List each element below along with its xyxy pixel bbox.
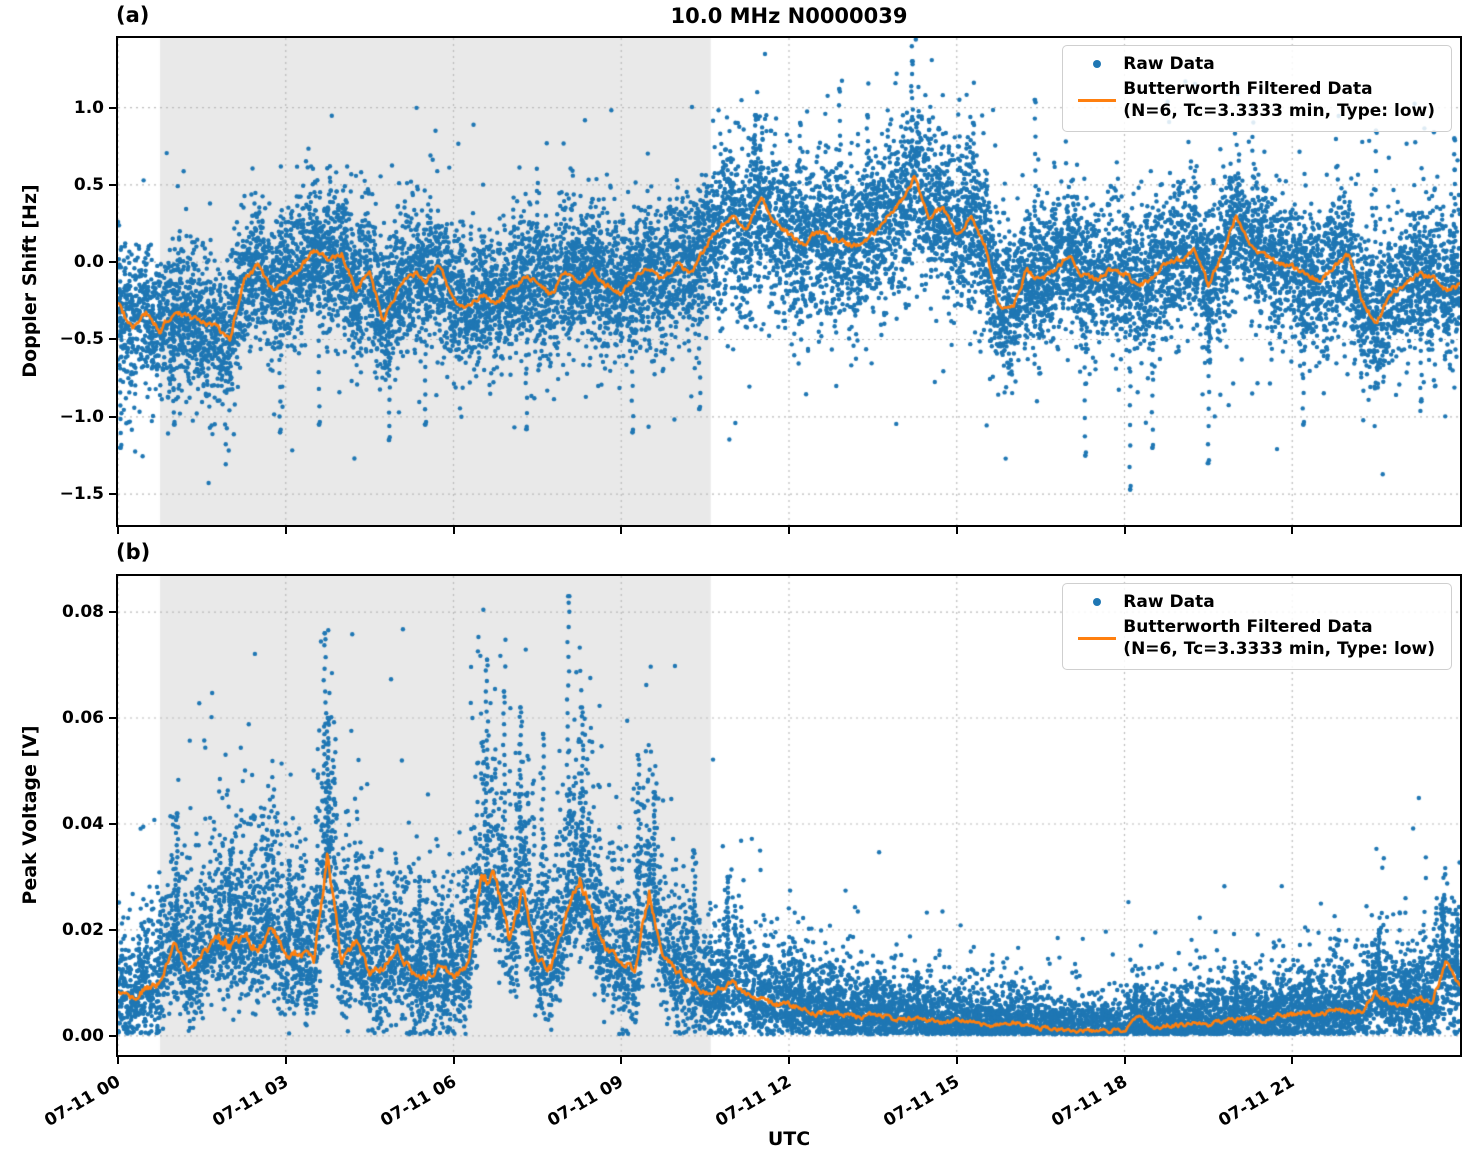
- x-tick-label: 07-11 06: [376, 1071, 460, 1131]
- legend-raw-marker-icon: [1093, 60, 1102, 68]
- x-tick-mark: [955, 525, 958, 534]
- legend-raw-marker-icon: [1093, 598, 1102, 606]
- y-tick-mark: [109, 261, 118, 264]
- x-tick-mark: [117, 1055, 119, 1064]
- y-tick-mark: [109, 1034, 118, 1037]
- y-tick-label: 0.04: [62, 813, 104, 834]
- x-tick-label: 07-11 18: [1047, 1071, 1131, 1131]
- y-tick-label: 0.0: [73, 252, 104, 273]
- y-tick-mark: [109, 493, 118, 496]
- panel-a-label: (a): [116, 3, 150, 27]
- y-axis-label-doppler: Doppler Shift [Hz]: [19, 184, 41, 378]
- x-tick-mark: [452, 525, 455, 534]
- x-tick-label: 07-11 15: [880, 1071, 963, 1131]
- y-tick-label: 0.08: [62, 602, 104, 623]
- x-tick-mark: [1123, 1055, 1126, 1064]
- y-tick-label: 0.5: [73, 174, 104, 195]
- y-tick-label: 0.00: [62, 1025, 104, 1046]
- x-tick-mark: [452, 1055, 455, 1064]
- legend-filtered-label: Butterworth Filtered Data (N=6, Tc=3.333…: [1123, 617, 1435, 659]
- figure-title: 10.0 MHz N0000039: [670, 4, 908, 28]
- legend-filtered-marker-icon: [1078, 636, 1117, 640]
- x-tick-mark: [284, 525, 287, 534]
- y-tick-label: 0.02: [62, 919, 104, 940]
- x-tick-mark: [955, 1055, 958, 1064]
- x-tick-mark: [1123, 525, 1126, 534]
- y-tick-label: −1.0: [59, 406, 104, 427]
- x-tick-mark: [788, 1055, 790, 1064]
- x-tick-mark: [620, 1055, 623, 1064]
- y-tick-mark: [109, 415, 118, 418]
- x-tick-mark: [1291, 1055, 1294, 1064]
- x-tick-label: 07-11 00: [41, 1071, 124, 1131]
- y-tick-mark: [109, 183, 118, 186]
- y-axis-label-voltage: Peak Voltage [V]: [19, 725, 41, 905]
- y-tick-mark: [109, 106, 118, 109]
- y-tick-label: −1.5: [59, 484, 104, 505]
- panel-b-label: (b): [116, 540, 151, 564]
- x-axis-label: UTC: [767, 1128, 811, 1150]
- x-tick-label: 07-11 09: [544, 1071, 628, 1131]
- x-tick-label: 07-11 03: [209, 1071, 292, 1131]
- legend-raw-label: Raw Data: [1123, 54, 1215, 74]
- legend-raw-label: Raw Data: [1123, 592, 1215, 612]
- legend-panel-b: Raw Data Butterworth Filtered Data (N=6,…: [1062, 583, 1452, 670]
- y-tick-mark: [109, 338, 118, 341]
- x-tick-label: 07-11 21: [1215, 1071, 1299, 1131]
- y-tick-mark: [109, 928, 118, 931]
- y-tick-mark: [109, 611, 118, 614]
- y-tick-label: −0.5: [59, 329, 104, 350]
- y-tick-mark: [109, 717, 118, 719]
- x-tick-mark: [788, 525, 790, 534]
- x-tick-label: 07-11 12: [712, 1071, 795, 1131]
- y-tick-label: 0.06: [62, 708, 104, 728]
- legend-filtered-marker-icon: [1078, 98, 1117, 102]
- legend-panel-a: Raw Data Butterworth Filtered Data (N=6,…: [1062, 45, 1452, 132]
- legend-filtered-label: Butterworth Filtered Data (N=6, Tc=3.333…: [1123, 79, 1435, 121]
- x-tick-mark: [620, 525, 623, 534]
- x-tick-mark: [1291, 525, 1294, 534]
- y-tick-label: 1.0: [73, 97, 104, 118]
- x-tick-mark: [117, 525, 119, 534]
- x-tick-mark: [284, 1055, 287, 1064]
- y-tick-mark: [109, 822, 118, 825]
